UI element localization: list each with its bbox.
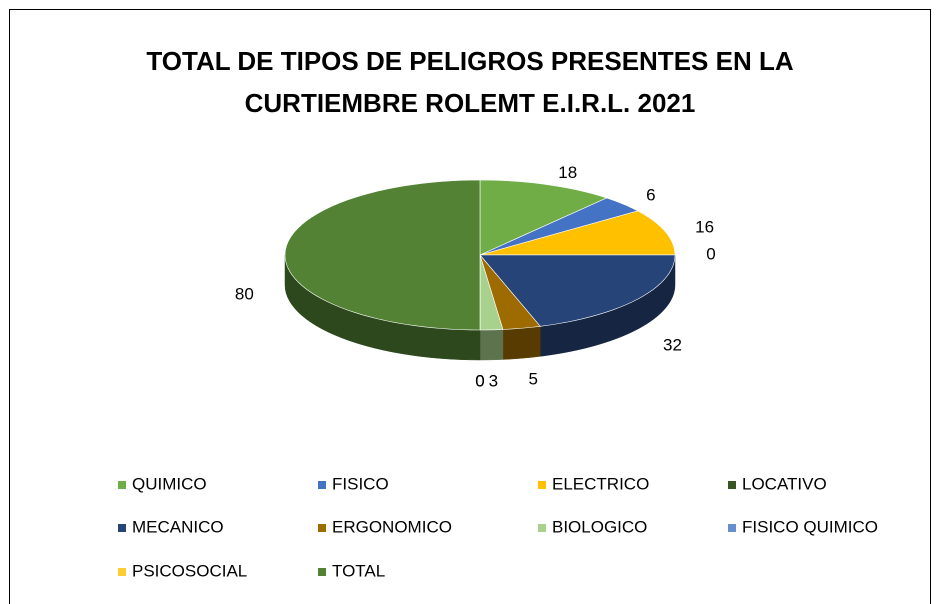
legend-label: ELECTRICO <box>552 474 649 493</box>
slice <box>479 197 639 256</box>
legend-label: LOCATIVO <box>742 474 827 493</box>
legend-swatch <box>318 568 326 576</box>
data-label: 18 <box>558 163 577 182</box>
legend-swatch <box>538 524 546 532</box>
legend-label: ERGONOMICO <box>332 517 452 536</box>
legend-label: FISICO <box>332 474 389 493</box>
data-label: 3 <box>489 371 498 390</box>
legend-swatch <box>728 481 736 489</box>
legend-label: BIOLOGICO <box>552 517 647 536</box>
legend-swatch <box>728 524 736 532</box>
legend-label: TOTAL <box>332 561 385 580</box>
slice <box>479 179 608 256</box>
legend-label: PSICOSOCIAL <box>132 561 247 580</box>
slice <box>479 210 676 256</box>
slice <box>479 254 676 327</box>
data-label: 0 <box>475 371 484 390</box>
legend-label: QUIMICO <box>132 474 207 493</box>
slice-side <box>479 329 504 361</box>
legend-swatch <box>118 481 126 489</box>
legend-swatch <box>118 524 126 532</box>
legend-label: FISICO QUIMICO <box>742 517 878 536</box>
chart-title: TOTAL DE TIPOS DE PELIGROS PRESENTES EN … <box>146 46 794 118</box>
data-label: 5 <box>528 369 537 388</box>
legend-swatch <box>318 481 326 489</box>
slice-side <box>502 326 541 360</box>
legend-swatch <box>538 481 546 489</box>
slice <box>284 179 481 331</box>
data-label: 0 <box>706 244 715 263</box>
data-label: 80 <box>235 284 254 303</box>
data-label: 16 <box>695 218 714 237</box>
data-label: 32 <box>663 336 682 355</box>
legend-swatch <box>118 568 126 576</box>
data-label: 6 <box>646 185 655 204</box>
frame <box>9 9 931 604</box>
data-label: 0 <box>475 371 484 390</box>
legend-label: MECANICO <box>132 517 224 536</box>
legend-swatch <box>318 524 326 532</box>
